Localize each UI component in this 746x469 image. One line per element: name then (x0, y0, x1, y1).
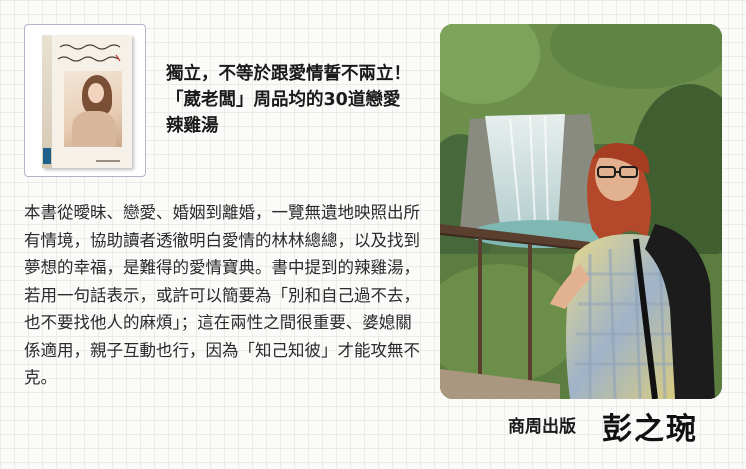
cover-author-line (96, 160, 120, 162)
cover-portrait (64, 71, 122, 147)
book-front-cover (52, 35, 132, 168)
cover-handwritten-title (57, 44, 121, 62)
author-photo (440, 24, 722, 399)
book-title: 獨立，不等於跟愛情誓不兩立！「葳老闆」周品均的30道戀愛辣雞湯 (166, 64, 411, 136)
publisher-name: 商周出版 (508, 417, 576, 437)
book-cover-card (24, 24, 146, 177)
publisher-logo-mark (43, 148, 51, 164)
book-description: 本書從曖昧、戀愛、婚姻到離婚，一覽無遺地映照出所有情境，協助讀者透徹明白愛情的林… (24, 203, 420, 387)
author-name: 彭之琬 (602, 412, 698, 447)
book-cover-image (42, 35, 132, 168)
